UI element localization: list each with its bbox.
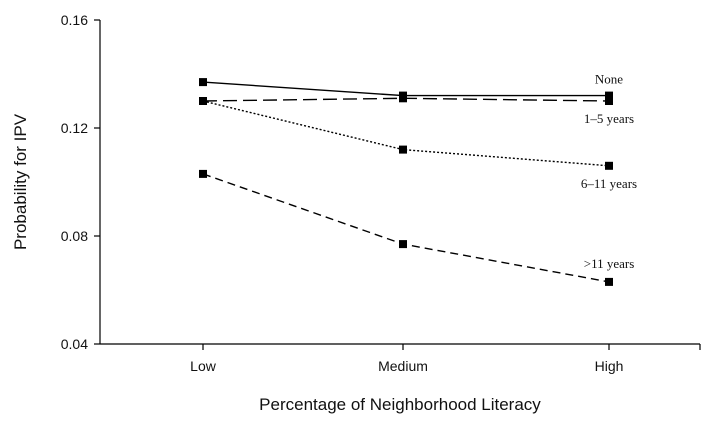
data-point-marker [605,97,613,105]
data-point-marker [605,277,613,286]
series-group [199,78,613,286]
x-axis-title: Percentage of Neighborhood Literacy [259,395,541,414]
data-point-marker [605,91,613,100]
data-point-marker [399,145,407,154]
y-tick-label: 0.04 [61,336,88,352]
y-tick-label: 0.16 [61,12,88,28]
series-line [202,173,610,283]
data-point-marker [399,240,407,249]
y-tick-label: 0.08 [61,228,88,244]
x-tick-label: Low [190,358,217,374]
series-label: 1–5 years [584,111,634,126]
x-ticks: Low Medium High [190,344,701,374]
series-label: None [595,72,623,87]
y-tick-label: 0.12 [61,120,88,136]
data-point-marker [399,94,407,103]
series-labels: None 1–5 years 6–11 years >11 years [581,72,637,271]
x-tick-label: Medium [378,358,428,374]
series-label: >11 years [584,256,635,271]
data-point-marker [199,78,207,87]
y-ticks: 0.04 0.08 0.12 0.16 [61,12,100,352]
data-point-marker [199,169,207,178]
series-line [202,100,610,167]
series-label: 6–11 years [581,176,637,191]
y-axis-title: Probability for IPV [11,113,30,250]
x-tick-label: High [595,358,624,374]
data-point-marker [199,97,207,105]
data-point-marker [605,161,613,170]
